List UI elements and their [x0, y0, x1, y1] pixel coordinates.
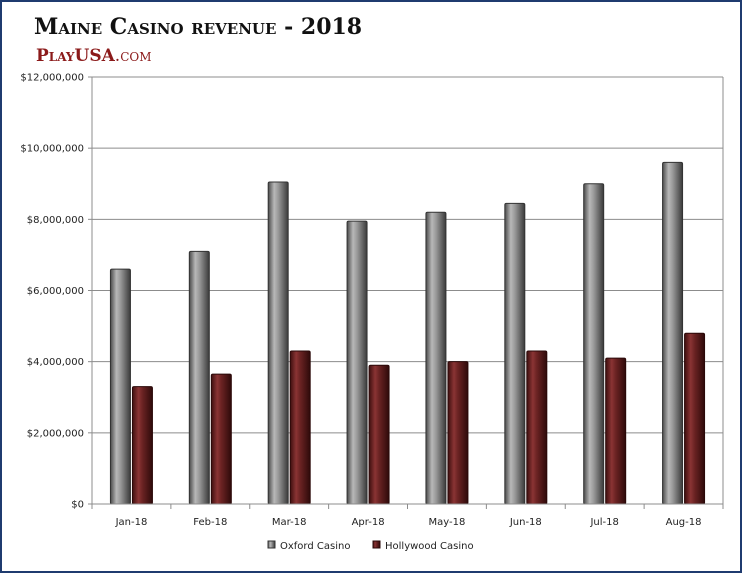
- y-tick-label: $6,000,000: [27, 286, 84, 297]
- bar-hollywood: [447, 361, 469, 505]
- bar-oxford: [662, 161, 684, 505]
- y-tick-label: $4,000,000: [27, 357, 84, 368]
- y-tick-label: $10,000,000: [20, 144, 84, 155]
- bar-hollywood: [605, 357, 627, 505]
- y-tick-label: $12,000,000: [20, 73, 84, 84]
- bar-oxford: [504, 202, 526, 505]
- bar-oxford: [188, 250, 210, 505]
- bar-oxford: [583, 183, 605, 505]
- bar-hollywood: [526, 350, 548, 505]
- x-axis-ticks: Jan-18 Feb-18 Mar-18 Apr-18 May-18 Jun-18 Jul-…: [91, 503, 724, 528]
- brand-suffix: .com: [114, 46, 152, 66]
- brand-logo: PlayUSA.com: [36, 46, 152, 66]
- bar-hollywood: [684, 332, 706, 505]
- y-tick-label: $0: [71, 500, 84, 511]
- bar-hollywood: [131, 386, 153, 505]
- bar-oxford: [267, 181, 289, 505]
- bar-hollywood: [368, 364, 390, 505]
- chart-title: Maine Casino revenue - 2018: [34, 14, 363, 40]
- x-tick-label: Jul-18: [589, 517, 618, 528]
- y-tick-label: $2,000,000: [27, 428, 84, 439]
- x-tick-label: Aug-18: [666, 517, 702, 528]
- bar-oxford: [425, 211, 447, 505]
- bar-oxford: [109, 268, 131, 505]
- legend-label-oxford: Oxford Casino: [280, 541, 350, 552]
- bars: [109, 161, 706, 505]
- brand-name: PlayUSA: [36, 46, 115, 66]
- x-tick-label: Jun-18: [509, 517, 542, 528]
- bar-hollywood: [210, 373, 232, 505]
- gridlines: [88, 76, 724, 505]
- x-tick-label: Apr-18: [352, 517, 385, 528]
- x-tick-label: Mar-18: [272, 517, 307, 528]
- y-axis-ticks: $0 $2,000,000 $4,000,000 $6,000,000 $8,000,0…: [20, 73, 84, 511]
- y-tick-label: $8,000,000: [27, 215, 84, 226]
- legend-label-hollywood: Hollywood Casino: [385, 541, 474, 552]
- x-tick-label: Feb-18: [193, 517, 227, 528]
- legend-swatch-oxford: [267, 540, 276, 549]
- bar-hollywood: [289, 350, 311, 505]
- x-tick-label: May-18: [429, 517, 466, 528]
- legend-swatch-hollywood: [372, 540, 381, 549]
- bar-oxford: [346, 220, 368, 505]
- legend: Oxford Casino Hollywood Casino: [267, 540, 474, 552]
- x-tick-label: Jan-18: [115, 517, 148, 528]
